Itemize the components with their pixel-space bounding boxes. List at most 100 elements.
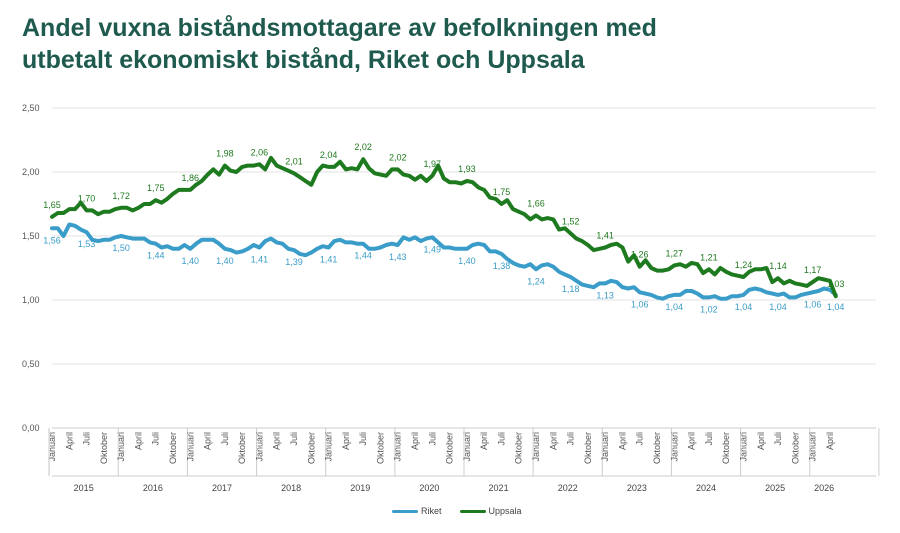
data-label-riket: 1,04 <box>827 302 845 312</box>
chart-title: Andel vuxna biståndsmottagare av befolkn… <box>22 12 882 76</box>
month-tick-label: Juli <box>358 432 368 446</box>
month-tick-label: April <box>203 432 213 450</box>
month-tick-label: Juli <box>427 432 437 446</box>
month-tick-label: Oktober <box>514 432 524 464</box>
data-label-uppsala: 1,70 <box>78 193 96 203</box>
chart-legend: Riket Uppsala <box>392 506 522 516</box>
year-label: 2019 <box>350 483 370 493</box>
data-label-uppsala: 1,03 <box>827 279 845 289</box>
month-tick-label: Juli <box>289 432 299 446</box>
data-label-uppsala: 2,01 <box>285 156 303 166</box>
data-label-riket: 1,40 <box>182 256 200 266</box>
month-tick-label: Juli <box>151 432 161 446</box>
legend-item-riket: Riket <box>392 506 442 516</box>
data-label-uppsala: 1,65 <box>43 200 61 210</box>
year-label: 2015 <box>74 483 94 493</box>
data-label-uppsala: 1,52 <box>562 216 580 226</box>
y-tick-label: 0,50 <box>22 359 40 369</box>
data-label-uppsala: 1,97 <box>424 159 442 169</box>
data-label-riket: 1,06 <box>804 299 822 309</box>
year-label: 2023 <box>627 483 647 493</box>
data-label-uppsala: 1,75 <box>147 183 165 193</box>
month-tick-label: Juli <box>496 432 506 446</box>
month-tick-label: Oktober <box>375 432 385 464</box>
year-label: 2017 <box>212 483 232 493</box>
month-tick-label: Juli <box>566 432 576 446</box>
data-label-uppsala: 1,14 <box>769 261 787 271</box>
month-tick-label: Juli <box>635 432 645 446</box>
month-tick-label: Januari <box>254 432 264 462</box>
month-tick-label: April <box>756 432 766 450</box>
data-label-uppsala: 2,06 <box>251 147 269 157</box>
year-label: 2020 <box>419 483 439 493</box>
data-label-uppsala: 1,17 <box>804 265 822 275</box>
data-label-riket: 1,39 <box>285 257 303 267</box>
month-tick-label: Oktober <box>652 432 662 464</box>
data-label-uppsala: 1,21 <box>700 252 718 262</box>
month-tick-label: April <box>272 432 282 450</box>
legend-swatch-uppsala <box>459 509 486 513</box>
data-label-riket: 1,06 <box>631 299 649 309</box>
month-tick-label: Januari <box>324 432 334 462</box>
data-label-riket: 1,24 <box>527 276 545 286</box>
data-label-riket: 1,44 <box>354 251 372 261</box>
month-tick-label: Januari <box>116 432 126 462</box>
data-label-riket: 1,18 <box>562 284 580 294</box>
data-label-riket: 1,40 <box>458 256 476 266</box>
data-label-uppsala: 2,02 <box>389 152 407 162</box>
month-tick-label: Oktober <box>721 432 731 464</box>
month-tick-label: Juli <box>220 432 230 446</box>
data-label-uppsala: 1,75 <box>493 187 511 197</box>
chart-title-line-1: Andel vuxna biståndsmottagare av befolkn… <box>22 14 657 42</box>
data-label-riket: 1,04 <box>769 302 787 312</box>
y-tick-label: 1,50 <box>22 231 40 241</box>
month-tick-label: Oktober <box>790 432 800 464</box>
month-tick-label: Januari <box>393 432 403 462</box>
month-tick-label: April <box>64 432 74 450</box>
legend-label-riket: Riket <box>421 506 442 516</box>
month-tick-label: April <box>479 432 489 450</box>
legend-label-uppsala: Uppsala <box>488 506 522 516</box>
series-line-uppsala <box>50 155 838 299</box>
data-label-uppsala: 1,98 <box>216 149 234 159</box>
data-label-riket: 1,41 <box>251 255 269 265</box>
data-label-riket: 1,13 <box>596 290 614 300</box>
month-tick-label: Oktober <box>99 432 109 464</box>
data-label-uppsala: 1,24 <box>735 260 753 270</box>
data-label-riket: 1,04 <box>735 302 753 312</box>
month-tick-label: Januari <box>47 432 57 462</box>
series-line-riket <box>50 222 838 301</box>
y-tick-label: 2,00 <box>22 167 40 177</box>
month-tick-label: Januari <box>185 432 195 462</box>
data-label-uppsala: 2,04 <box>320 150 338 160</box>
year-label: 2022 <box>558 483 578 493</box>
month-tick-label: April <box>410 432 420 450</box>
month-tick-label: Oktober <box>445 432 455 464</box>
month-tick-label: April <box>617 432 627 450</box>
data-label-uppsala: 1,27 <box>666 248 684 258</box>
month-tick-label: Juli <box>773 432 783 446</box>
year-label: 2018 <box>281 483 301 493</box>
month-tick-label: Juli <box>82 432 92 446</box>
data-label-uppsala: 1,66 <box>527 199 545 209</box>
data-label-riket: 1,02 <box>700 304 718 314</box>
year-label: 2021 <box>489 483 509 493</box>
month-tick-label: Oktober <box>306 432 316 464</box>
data-label-riket: 1,44 <box>147 251 165 261</box>
month-tick-label: April <box>548 432 558 450</box>
data-label-uppsala: 1,86 <box>182 173 200 183</box>
month-tick-label: Oktober <box>168 432 178 464</box>
month-tick-label: Oktober <box>237 432 247 464</box>
data-label-uppsala: 2,02 <box>354 142 372 152</box>
data-label-uppsala: 1,93 <box>458 164 476 174</box>
data-label-riket: 1,04 <box>666 302 684 312</box>
data-label-riket: 1,40 <box>216 256 234 266</box>
data-label-uppsala: 1,72 <box>112 191 130 201</box>
y-tick-label: 0,00 <box>22 423 40 433</box>
y-tick-label: 1,00 <box>22 295 40 305</box>
data-label-riket: 1,53 <box>78 239 96 249</box>
data-label-uppsala: 1,26 <box>631 250 649 260</box>
legend-item-uppsala: Uppsala <box>459 506 522 516</box>
data-label-riket: 1,38 <box>493 261 511 271</box>
